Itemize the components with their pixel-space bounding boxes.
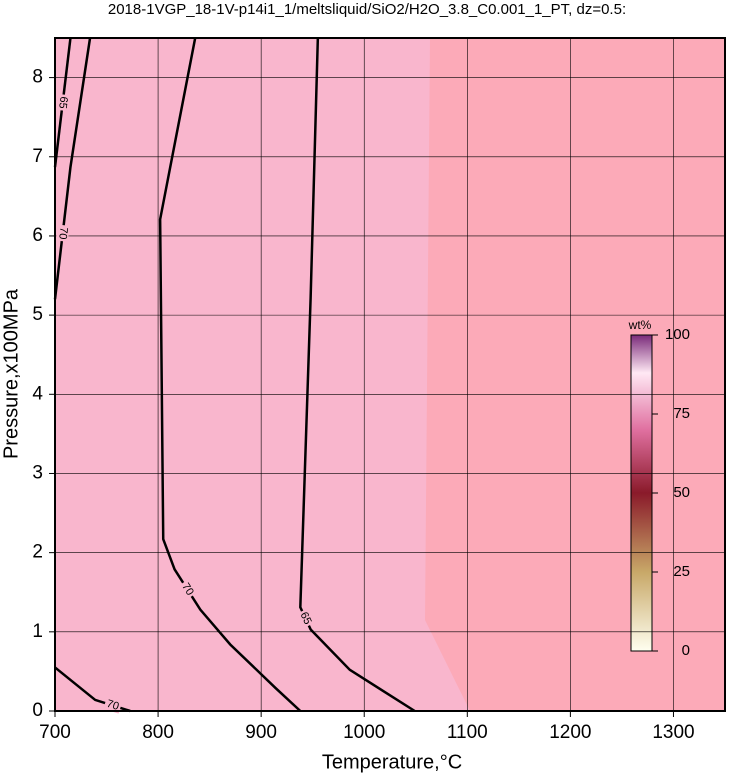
y-axis-label: Pressure,x100MPa (0, 288, 22, 459)
x-tick-label: 1000 (343, 722, 385, 743)
contour-label: 70 (179, 581, 196, 598)
x-axis-label: Temperature,°C (322, 751, 462, 773)
x-tick-label: 700 (39, 722, 71, 743)
colorbar-tick-label: 75 (673, 405, 690, 422)
contour-label: 65 (298, 610, 314, 626)
x-tick-label: 1100 (447, 722, 488, 743)
contour-label-bg (55, 224, 70, 242)
plot-frame (54, 37, 726, 712)
contour-label: 70 (56, 226, 69, 240)
x-tick-label: 1300 (652, 722, 694, 743)
x-tick-label: 900 (245, 722, 277, 743)
colorbar-tick-label: 100 (665, 326, 690, 343)
y-tick-label: 0 (32, 700, 43, 721)
y-tick-label: 6 (32, 225, 43, 246)
contour-label-bg (103, 697, 123, 714)
y-tick-label: 3 (32, 462, 43, 483)
colorbar-tick-label: 0 (682, 642, 690, 659)
contour-label-bg (55, 93, 70, 112)
x-tick-label: 1200 (549, 722, 591, 743)
colorbar-tick-label: 25 (673, 563, 690, 580)
contour-label: 65 (56, 96, 69, 110)
chart-title: 2018-1VGP_18-1V-p14i1_1/meltsliquid/SiO2… (108, 1, 626, 18)
field-region (55, 38, 470, 711)
colorbar (630, 334, 653, 652)
y-tick-label: 1 (32, 621, 43, 642)
y-tick-label: 5 (32, 304, 43, 325)
y-tick-label: 7 (32, 146, 43, 167)
contour-line (53, 37, 92, 300)
contour-label: 70 (105, 698, 120, 713)
colorbar-tick-label: 50 (673, 484, 690, 501)
y-tick-label: 2 (32, 542, 43, 563)
x-tick-label: 800 (142, 722, 174, 743)
y-tick-label: 4 (32, 383, 43, 404)
contour-label-bg (178, 579, 197, 600)
y-tick-label: 8 (32, 67, 43, 88)
colorbar-label: wt% (628, 318, 652, 332)
contour-label-bg (296, 608, 315, 629)
